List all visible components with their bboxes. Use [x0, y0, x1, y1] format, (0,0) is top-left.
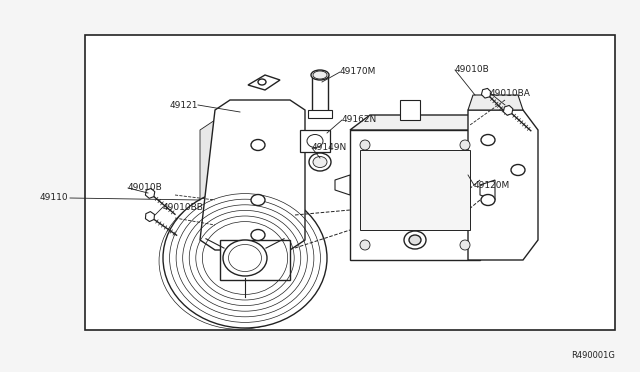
Ellipse shape	[251, 140, 265, 151]
Polygon shape	[350, 115, 500, 130]
Polygon shape	[468, 110, 538, 260]
Ellipse shape	[311, 70, 329, 80]
Polygon shape	[335, 175, 350, 195]
Polygon shape	[504, 105, 513, 115]
Text: 49170M: 49170M	[340, 67, 376, 77]
Ellipse shape	[258, 79, 266, 85]
Bar	[360, 150, 470, 230]
Text: 49162N: 49162N	[342, 115, 377, 125]
Text: 49010BB: 49010BB	[163, 202, 204, 212]
Ellipse shape	[163, 188, 327, 328]
Polygon shape	[480, 180, 495, 200]
Ellipse shape	[511, 164, 525, 176]
Text: 49149N: 49149N	[312, 144, 348, 153]
Ellipse shape	[481, 135, 495, 145]
Ellipse shape	[309, 153, 331, 171]
Circle shape	[460, 140, 470, 150]
Text: 49010B: 49010B	[455, 65, 490, 74]
Text: R490001G: R490001G	[571, 350, 615, 359]
Polygon shape	[220, 240, 290, 280]
Ellipse shape	[313, 71, 327, 79]
Ellipse shape	[223, 240, 267, 276]
Circle shape	[460, 240, 470, 250]
Polygon shape	[481, 89, 491, 98]
Polygon shape	[200, 120, 215, 250]
Text: 49120M: 49120M	[474, 180, 510, 189]
Polygon shape	[350, 130, 480, 260]
Text: 49010B: 49010B	[128, 183, 163, 192]
Ellipse shape	[481, 195, 495, 205]
Text: 49110: 49110	[40, 193, 68, 202]
Circle shape	[360, 140, 370, 150]
Ellipse shape	[404, 231, 426, 249]
Polygon shape	[145, 189, 155, 198]
Ellipse shape	[307, 135, 323, 148]
Text: 49121: 49121	[170, 100, 198, 109]
Text: 49010BA: 49010BA	[490, 89, 531, 97]
Bar	[400, 100, 420, 120]
Bar	[85, 35, 615, 330]
Polygon shape	[480, 115, 500, 260]
Bar	[308, 110, 332, 118]
Polygon shape	[200, 100, 305, 250]
Polygon shape	[468, 95, 523, 110]
Ellipse shape	[409, 235, 421, 245]
Ellipse shape	[251, 230, 265, 241]
Polygon shape	[145, 212, 154, 222]
Circle shape	[360, 240, 370, 250]
Ellipse shape	[313, 157, 327, 167]
Polygon shape	[248, 75, 280, 90]
Bar	[312, 75, 328, 115]
Polygon shape	[300, 130, 330, 152]
Ellipse shape	[251, 195, 265, 205]
